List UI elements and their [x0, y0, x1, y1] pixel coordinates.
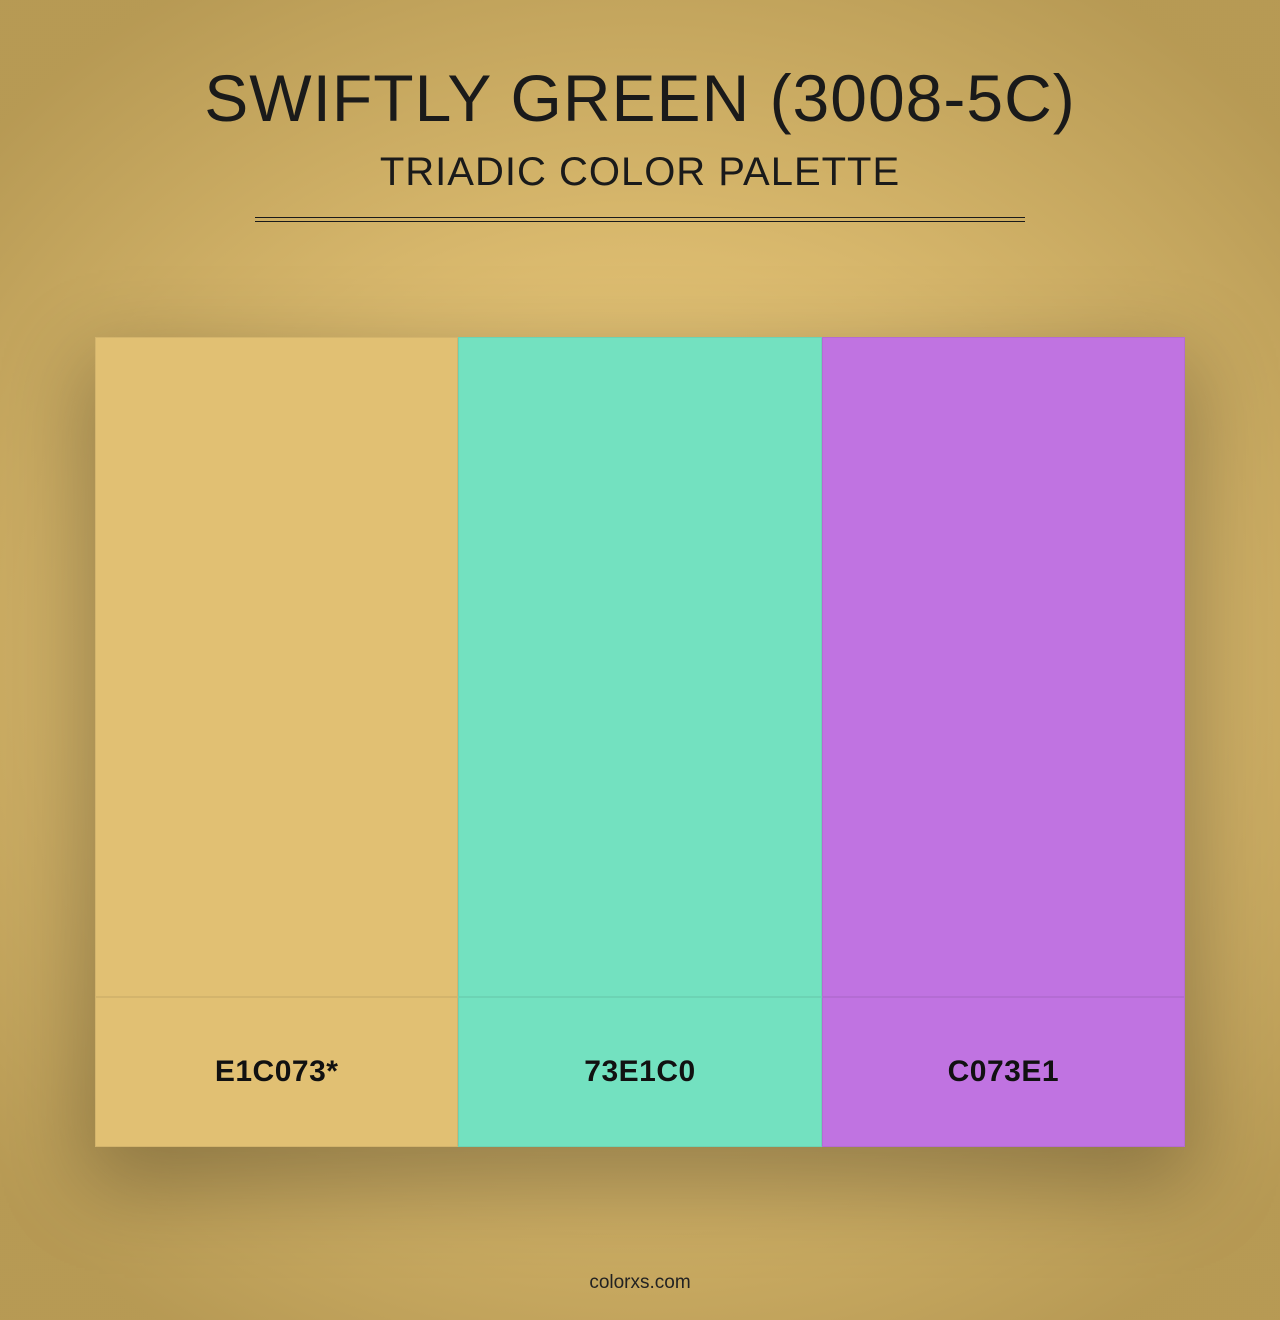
page-subtitle: TRIADIC COLOR PALETTE — [380, 150, 900, 195]
swatch-hex-label: C073E1 — [948, 1055, 1059, 1089]
swatch-color-block — [458, 337, 821, 997]
palette-container: E1C073* 73E1C0 C073E1 — [95, 337, 1185, 1147]
page-title: SWIFTLY GREEN (3008-5C) — [204, 60, 1075, 136]
swatch-hex-label: E1C073* — [215, 1055, 339, 1089]
swatch-label-block: C073E1 — [822, 997, 1185, 1147]
swatch-color-block — [822, 337, 1185, 997]
title-divider — [255, 217, 1025, 222]
content-container: SWIFTLY GREEN (3008-5C) TRIADIC COLOR PA… — [0, 0, 1280, 1320]
swatch-column: 73E1C0 — [458, 337, 821, 1147]
swatch-column: E1C073* — [95, 337, 458, 1147]
swatch-label-block: 73E1C0 — [458, 997, 821, 1147]
footer-credit: colorxs.com — [0, 1272, 1280, 1294]
swatch-color-block — [95, 337, 458, 997]
swatch-label-block: E1C073* — [95, 997, 458, 1147]
swatch-hex-label: 73E1C0 — [584, 1055, 695, 1089]
swatch-column: C073E1 — [822, 337, 1185, 1147]
